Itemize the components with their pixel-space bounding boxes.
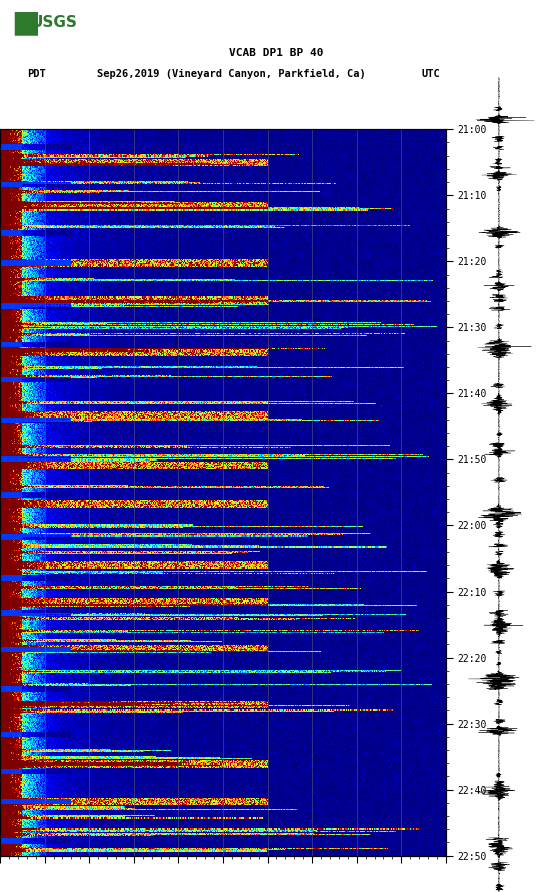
Text: UTC: UTC — [421, 69, 440, 79]
Text: Sep26,2019 (Vineyard Canyon, Parkfield, Ca): Sep26,2019 (Vineyard Canyon, Parkfield, … — [98, 69, 366, 79]
Text: PDT: PDT — [28, 69, 46, 79]
Text: USGS: USGS — [30, 15, 77, 30]
Text: ■: ■ — [11, 8, 40, 37]
Text: VCAB DP1 BP 40: VCAB DP1 BP 40 — [229, 48, 323, 58]
